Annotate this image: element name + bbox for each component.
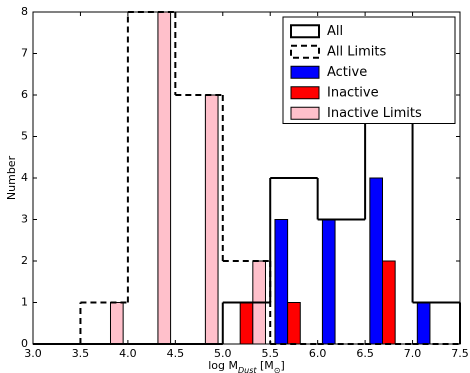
legend-swatch	[290, 44, 320, 59]
x-axis-label-part: ]	[281, 359, 285, 372]
x-tick-label: 4.5	[167, 347, 185, 360]
bar	[416, 302, 431, 345]
x-tick-label: 3.5	[72, 347, 90, 360]
x-tick-label: 5.5	[261, 347, 279, 360]
y-axis-label: Number	[5, 155, 18, 200]
x-tick-label: 6.5	[356, 347, 374, 360]
legend-label: Inactive	[327, 85, 379, 100]
x-tick-label: 5.0	[214, 347, 232, 360]
y-tick-label: 1	[21, 296, 28, 309]
bar	[204, 94, 219, 345]
y-tick-label: 6	[21, 88, 28, 101]
x-axis-label-part: ⊙	[274, 366, 281, 373]
legend-swatch	[290, 86, 320, 100]
legend-label: All Limits	[327, 44, 386, 59]
legend-swatch	[290, 24, 320, 39]
x-tick-label: 4.0	[119, 347, 137, 360]
bar	[382, 260, 396, 345]
y-tick-label: 7	[21, 47, 28, 60]
legend-label: All	[327, 24, 343, 39]
bar	[274, 219, 289, 345]
x-tick-label: 7.0	[404, 347, 422, 360]
legend-swatch	[290, 65, 320, 79]
bar	[321, 219, 336, 345]
legend-swatch	[290, 106, 320, 120]
bar	[109, 302, 124, 345]
y-tick-label: 5	[21, 130, 28, 143]
x-axis-label-part: Dust	[238, 366, 257, 373]
y-tick-label: 3	[21, 213, 28, 226]
bar	[287, 302, 301, 345]
legend-label: Active	[327, 65, 367, 80]
x-tick-label: 7.5	[451, 347, 469, 360]
x-tick-label: 3.0	[24, 347, 42, 360]
bar	[369, 177, 384, 345]
y-tick-label: 4	[21, 171, 28, 184]
bar	[157, 11, 172, 345]
y-tick-label: 0	[21, 337, 28, 350]
y-tick-label: 8	[21, 5, 28, 18]
x-axis-label-part: log M	[208, 359, 238, 372]
y-tick-label: 2	[21, 254, 28, 267]
legend-label: Inactive Limits	[327, 106, 422, 121]
x-tick-label: 6.0	[309, 347, 327, 360]
x-axis-label: log MDust [M⊙]	[208, 359, 285, 373]
x-axis-label-part: [M	[257, 359, 274, 372]
bar	[239, 302, 254, 345]
